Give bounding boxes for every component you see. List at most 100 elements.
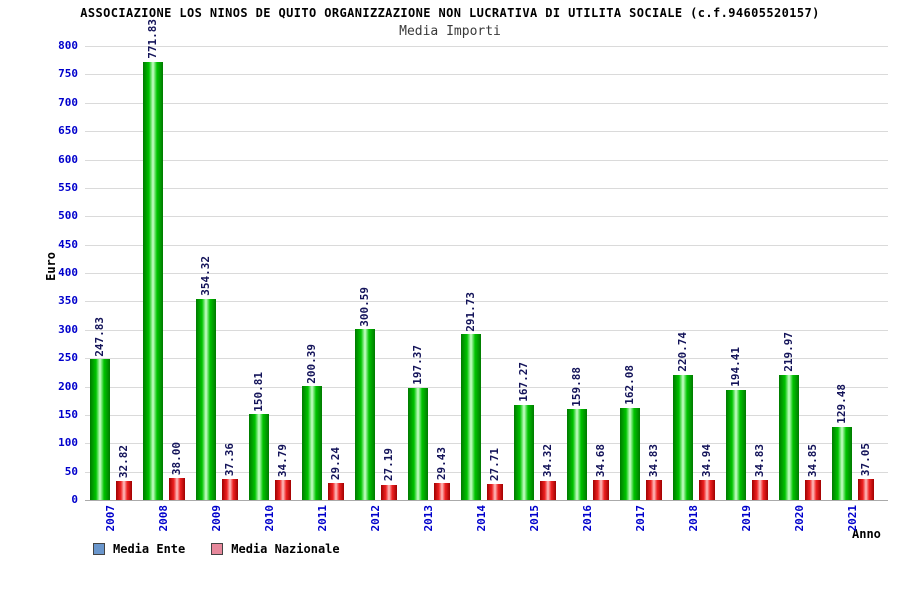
grid-line (85, 358, 888, 360)
legend-item-media-nazionale: Media Nazionale (211, 542, 340, 556)
x-category-label: 2015 (528, 505, 541, 532)
grid-line (85, 329, 888, 331)
bar-value-label-media-ente: 300.59 (358, 286, 371, 327)
bar-media-nazionale (858, 478, 874, 500)
legend-label-media-ente: Media Ente (113, 542, 186, 556)
legend-item-media-ente: Media Ente (93, 542, 185, 556)
grid-line (85, 216, 888, 218)
bar-value-label-media-nazionale: 37.05 (859, 442, 872, 476)
bar-media-ente (355, 329, 375, 500)
bar-media-ente (461, 334, 481, 500)
bar-value-label-media-nazionale: 29.24 (329, 447, 342, 481)
x-category-label: 2014 (475, 505, 488, 532)
y-tick-label: 300 (58, 322, 78, 336)
bar-value-label-media-ente: 197.37 (411, 345, 424, 385)
bar-value-label-media-ente: 150.81 (252, 371, 265, 412)
bar-media-ente (567, 409, 587, 500)
bar-media-nazionale (699, 480, 715, 500)
grid-line (85, 187, 888, 189)
bar-media-nazionale (540, 480, 556, 500)
bar-media-ente (90, 359, 110, 500)
grid-line (85, 301, 888, 303)
chart-subtitle: Media Importi (399, 24, 501, 39)
grid-line (85, 46, 888, 47)
bar-media-nazionale (487, 484, 503, 500)
bar-media-nazionale (593, 480, 609, 500)
x-category-label: 2019 (740, 505, 753, 532)
bar-media-nazionale (116, 481, 132, 500)
x-category-label: 2020 (793, 505, 806, 532)
bar-media-nazionale (752, 480, 768, 500)
bar-media-nazionale (328, 483, 344, 500)
bar-media-ente (514, 405, 534, 500)
bar-value-label-media-ente: 771.83 (146, 19, 159, 59)
bar-media-ente (143, 61, 163, 500)
bar-value-label-media-ente: 167.27 (517, 362, 530, 403)
grid-line (85, 102, 888, 104)
y-tick-label: 450 (58, 237, 78, 251)
bar-value-label-media-ente: 159.88 (570, 366, 583, 407)
bar-media-ente (726, 389, 746, 500)
grid-line (85, 244, 888, 246)
bar-value-label-media-nazionale: 27.71 (488, 448, 501, 482)
bar-media-ente (196, 298, 216, 500)
legend-swatch-media-nazionale (211, 543, 224, 555)
y-tick-label: 500 (58, 209, 78, 223)
bar-value-label-media-ente: 162.08 (623, 365, 636, 406)
bar-value-label-media-ente: 200.39 (305, 343, 318, 384)
x-category-label: 2011 (316, 505, 329, 532)
grid-line (85, 159, 888, 161)
grid-line (85, 414, 888, 416)
y-tick-label: 350 (58, 294, 78, 308)
x-category-label: 2017 (634, 505, 647, 532)
bar-media-nazionale (646, 480, 662, 500)
y-tick-label: 200 (58, 379, 78, 393)
y-tick-label: 700 (58, 95, 78, 109)
bar-value-label-media-ente: 247.83 (93, 316, 106, 357)
bar-media-ente (408, 387, 428, 500)
bar-media-nazionale (805, 480, 821, 500)
bar-value-label-media-nazionale: 34.79 (276, 444, 289, 478)
bar-media-nazionale (169, 478, 185, 500)
bar-media-ente (779, 375, 799, 500)
bar-value-label-media-nazionale: 37.36 (223, 442, 236, 476)
x-category-label: 2008 (157, 505, 170, 532)
grid-line (85, 74, 888, 76)
bar-media-ente (673, 374, 693, 500)
y-tick-label: 150 (58, 407, 78, 421)
bar-media-nazionale (222, 478, 238, 500)
x-category-label: 2021 (846, 505, 859, 532)
bar-value-label-media-nazionale: 29.43 (435, 447, 448, 481)
bar-value-label-media-nazionale: 34.83 (647, 444, 660, 478)
bar-media-nazionale (434, 483, 450, 500)
bar-value-label-media-ente: 291.73 (464, 291, 477, 332)
legend-label-media-nazionale: Media Nazionale (231, 542, 340, 556)
bar-value-label-media-ente: 194.41 (729, 346, 742, 387)
y-tick-label: 600 (58, 152, 78, 166)
y-tick-label: 550 (58, 180, 78, 194)
bar-value-label-media-ente: 129.48 (835, 383, 848, 424)
bar-media-nazionale (275, 480, 291, 500)
x-category-label: 2016 (581, 505, 594, 532)
y-tick-label: 0 (71, 493, 78, 506)
bar-media-ente (620, 408, 640, 500)
bar-value-label-media-nazionale: 34.68 (594, 444, 607, 478)
grid-line (85, 386, 888, 388)
x-category-label: 2012 (369, 505, 382, 532)
y-tick-label: 400 (58, 266, 78, 279)
bar-value-label-media-ente: 219.97 (782, 332, 795, 373)
bar-media-ente (302, 386, 322, 500)
x-category-label: 2009 (210, 505, 223, 532)
y-tick-label: 50 (64, 464, 78, 478)
y-tick-label: 800 (58, 39, 78, 52)
x-axis-line (85, 500, 888, 501)
bar-value-label-media-nazionale: 34.85 (806, 444, 819, 478)
grid-line (85, 471, 888, 473)
grid-line (85, 131, 888, 133)
bar-value-label-media-nazionale: 38.00 (170, 442, 183, 476)
legend-swatch-media-ente (93, 543, 105, 555)
x-category-label: 2010 (263, 505, 276, 532)
bar-value-label-media-ente: 354.32 (199, 256, 212, 296)
grid-line (85, 443, 888, 445)
